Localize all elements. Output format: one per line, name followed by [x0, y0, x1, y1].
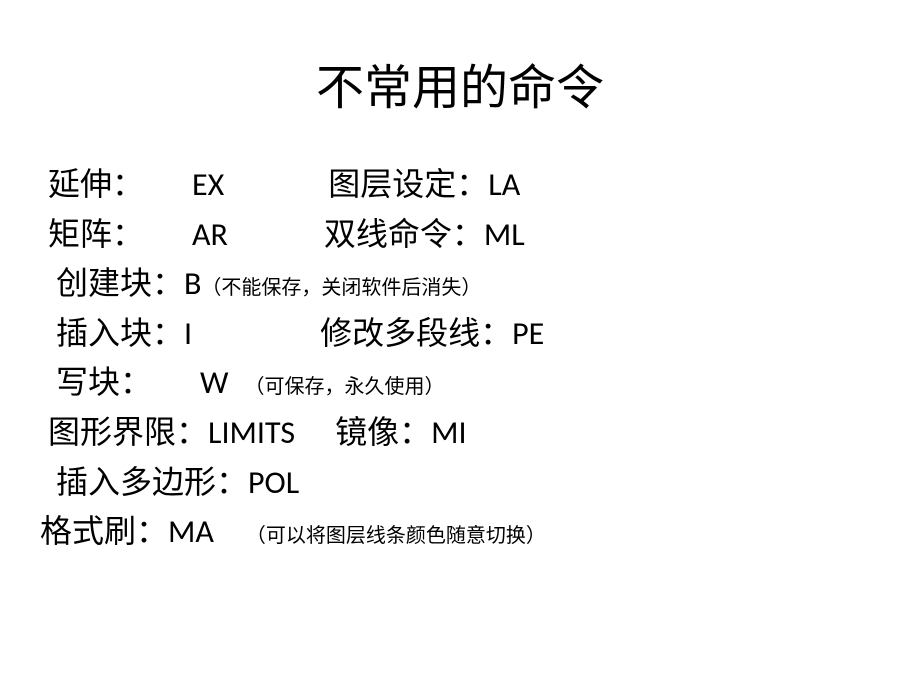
label-polygon: 插入多边形： — [40, 464, 248, 500]
cmd-pol: POL — [248, 463, 299, 502]
cmd-ex: EX — [192, 165, 224, 204]
cmd-ar: AR — [192, 215, 228, 254]
cmd-pe: PE — [512, 314, 544, 353]
label-mirror: 镜像： — [335, 414, 431, 450]
label-limits: 图形界限： — [40, 414, 208, 450]
cmd-w: W — [200, 363, 228, 402]
label-extend: 延伸： — [40, 166, 144, 202]
note-matchprop: （可以将图层线条颜色随意切换） — [246, 525, 546, 547]
row-insert: 插入块：I 修改多段线：PE — [40, 309, 880, 359]
row-polygon: 插入多边形：POL — [40, 458, 880, 508]
row-extend: 延伸： EX 图层设定：LA — [40, 160, 880, 210]
gap — [214, 513, 246, 549]
cmd-la: LA — [488, 165, 520, 204]
note-wblock: （可保存，永久使用） — [244, 376, 444, 398]
cmd-ml: ML — [484, 215, 525, 254]
gap — [152, 364, 200, 400]
label-layer: 图层设定： — [328, 166, 488, 202]
row-matchprop: 格式刷：MA （可以将图层线条颜色随意切换） — [40, 507, 880, 557]
label-wblock: 写块： — [40, 364, 152, 400]
row-block: 创建块：B（不能保存，关闭软件后消失） — [40, 259, 880, 309]
cmd-ma: MA — [168, 512, 214, 551]
note-block: （不能保存，关闭软件后消失） — [201, 277, 481, 299]
label-pedit: 修改多段线： — [320, 315, 512, 351]
slide: 不常用的命令 延伸： EX 图层设定：LA 矩阵： AR 双线命令：ML 创建块… — [0, 0, 920, 690]
gap — [144, 216, 192, 252]
slide-title: 不常用的命令 — [0, 48, 920, 118]
gap — [228, 216, 324, 252]
label-mline: 双线命令： — [324, 216, 484, 252]
label-insert: 插入块： — [40, 315, 184, 351]
label-matchprop: 格式刷： — [40, 513, 168, 549]
gap — [228, 364, 244, 400]
cmd-limits: LIMITS — [208, 413, 295, 452]
cmd-i: I — [184, 314, 192, 353]
gap — [192, 315, 320, 351]
cmd-mi: MI — [431, 413, 466, 452]
gap — [295, 414, 335, 450]
label-array: 矩阵： — [40, 216, 144, 252]
slide-body: 延伸： EX 图层设定：LA 矩阵： AR 双线命令：ML 创建块：B（不能保存… — [40, 160, 880, 557]
label-block: 创建块： — [40, 265, 184, 301]
row-wblock: 写块： W （可保存，永久使用） — [40, 358, 880, 408]
gap — [224, 166, 328, 202]
row-array: 矩阵： AR 双线命令：ML — [40, 210, 880, 260]
row-limits: 图形界限：LIMITS 镜像：MI — [40, 408, 880, 458]
cmd-b: B — [184, 264, 201, 303]
gap — [144, 166, 192, 202]
